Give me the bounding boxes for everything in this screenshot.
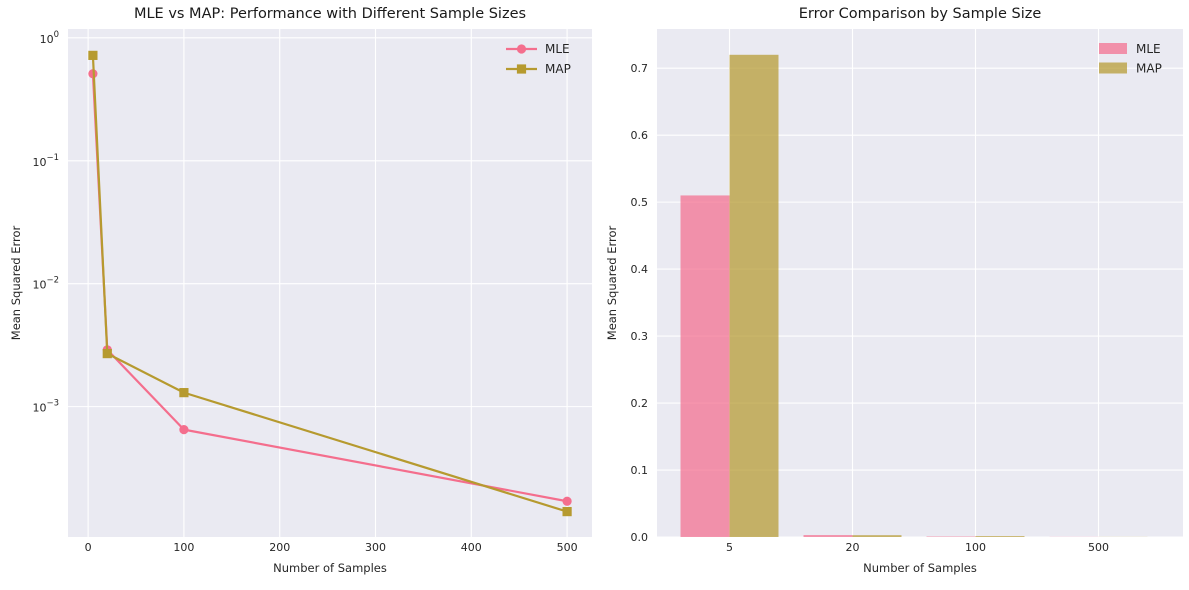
map-marker (88, 50, 98, 60)
x-tick-label: 100 (965, 541, 986, 554)
x-tick-label: 500 (1088, 541, 1109, 554)
x-tick-label: 20 (846, 541, 860, 554)
mle-marker (179, 425, 189, 435)
bar-mle (803, 535, 853, 537)
x-tick-label: 0 (85, 541, 92, 554)
x-tick-label: 100 (173, 541, 194, 554)
y-tick-label: 0.1 (631, 464, 649, 477)
x-tick-label: 5 (726, 541, 733, 554)
bar-mle (680, 195, 730, 538)
map-line (91, 55, 568, 513)
line-chart-legend: MLE MAP (506, 42, 571, 76)
y-tick-label: 100 (40, 30, 59, 46)
x-tick-label: 200 (269, 541, 290, 554)
legend-label: MAP (1136, 62, 1162, 76)
line-chart-title: MLE vs MAP: Performance with Different S… (133, 6, 527, 22)
line-chart: 0 100 200 300 400 500 100 10−1 10−2 10−3 MLE MAP (32, 29, 592, 554)
bar-map (975, 536, 1025, 537)
y-tick-label: 10−2 (32, 276, 59, 292)
legend-swatch (1099, 43, 1127, 54)
map-marker (179, 388, 189, 398)
map-marker (102, 349, 112, 359)
y-tick-label: 0.0 (631, 531, 649, 544)
legend-marker (516, 64, 527, 74)
y-tick-label: 0.3 (631, 330, 649, 343)
bar-chart-legend: MLE MAP (1099, 42, 1162, 76)
y-tick-label: 0.5 (631, 196, 649, 209)
y-tick-label: 0.6 (631, 129, 649, 142)
legend-label: MLE (545, 42, 570, 56)
x-tick-label: 400 (461, 541, 482, 554)
bar-map (852, 535, 902, 537)
y-tick-label: 0.2 (631, 397, 649, 410)
y-tick-label: 10−3 (32, 399, 59, 415)
legend-label: MLE (1136, 42, 1161, 56)
y-tick-label: 0.4 (631, 263, 649, 276)
bar-map (729, 54, 779, 538)
bar-chart-xlabel: Number of Samples (863, 561, 977, 575)
line-chart-xlabel: Number of Samples (273, 561, 387, 575)
y-tick-label: 0.7 (631, 62, 649, 75)
legend-swatch (1099, 62, 1127, 74)
x-tick-label: 500 (557, 541, 578, 554)
legend-label: MAP (545, 62, 571, 76)
legend-marker (516, 44, 527, 54)
bar-chart-title: Error Comparison by Sample Size (798, 6, 1042, 22)
map-marker (562, 507, 572, 517)
x-tick-label: 300 (365, 541, 386, 554)
plot-background (68, 29, 592, 537)
bar-chart-ylabel: Mean Squared Error (605, 225, 619, 341)
mle-marker (562, 496, 572, 506)
line-chart-ylabel: Mean Squared Error (9, 225, 23, 341)
bar-chart: 0.0 0.1 0.2 0.3 0.4 0.5 0.6 0.7 5 20 100 500 MLE MAP (631, 29, 1183, 554)
y-tick-label: 10−1 (32, 153, 59, 169)
